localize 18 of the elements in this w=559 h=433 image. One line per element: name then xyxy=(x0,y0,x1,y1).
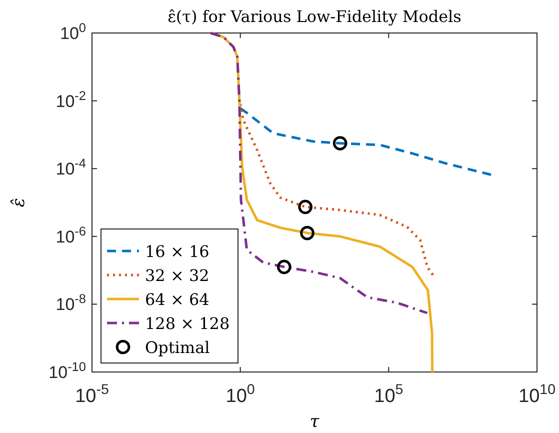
x-axis-title: τ xyxy=(310,412,320,432)
x-tick-label: 10$^{5}$ xyxy=(374,382,404,407)
x-tick-label: 10$^{0}$ xyxy=(226,382,255,407)
legend-label: 32 × 32 xyxy=(145,266,210,285)
y-tick-label: 10$^{0}$ xyxy=(60,20,86,43)
y-tick-label: 10$^{-6}$ xyxy=(56,222,86,246)
legend-label: Optimal xyxy=(145,338,210,357)
legend-label: 16 × 16 xyxy=(145,242,210,261)
y-tick-label: 10$^{-10}$ xyxy=(48,358,86,382)
y-tick-label: 10$^{-8}$ xyxy=(56,290,86,314)
chart-title: ε̂(τ) for Various Low-Fidelity Models xyxy=(168,7,462,26)
legend-label: 128 × 128 xyxy=(145,314,230,333)
legend-label: 64 × 64 xyxy=(145,290,210,309)
x-tick-label: 10$^{-5}$ xyxy=(75,382,109,407)
y-tick-label: 10$^{-2}$ xyxy=(56,87,86,111)
y-tick-label: 10$^{-4}$ xyxy=(56,155,86,179)
y-axis-title: ε̂ xyxy=(9,198,29,208)
x-tick-label: 10$^{10}$ xyxy=(518,382,556,407)
